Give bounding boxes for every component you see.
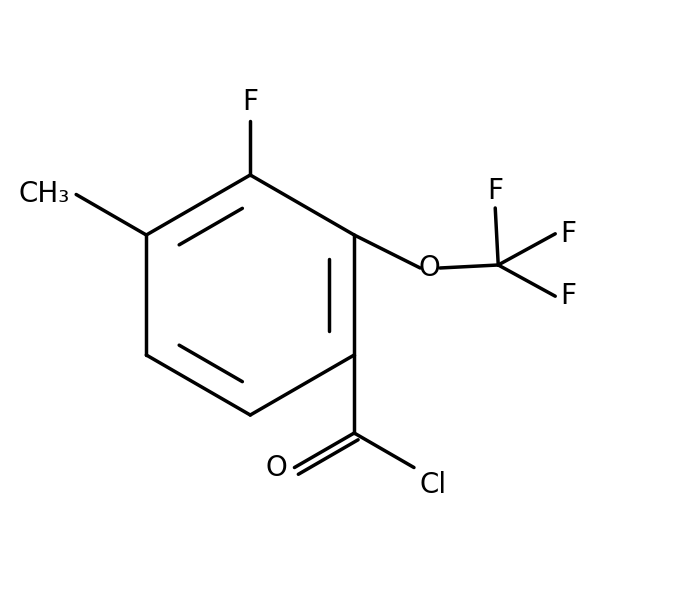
Text: F: F xyxy=(488,177,503,205)
Text: O: O xyxy=(265,454,287,481)
Text: F: F xyxy=(242,88,258,116)
Text: CH₃: CH₃ xyxy=(19,181,70,209)
Text: F: F xyxy=(560,220,576,248)
Text: Cl: Cl xyxy=(420,470,447,499)
Text: F: F xyxy=(560,282,576,310)
Text: O: O xyxy=(418,254,440,282)
